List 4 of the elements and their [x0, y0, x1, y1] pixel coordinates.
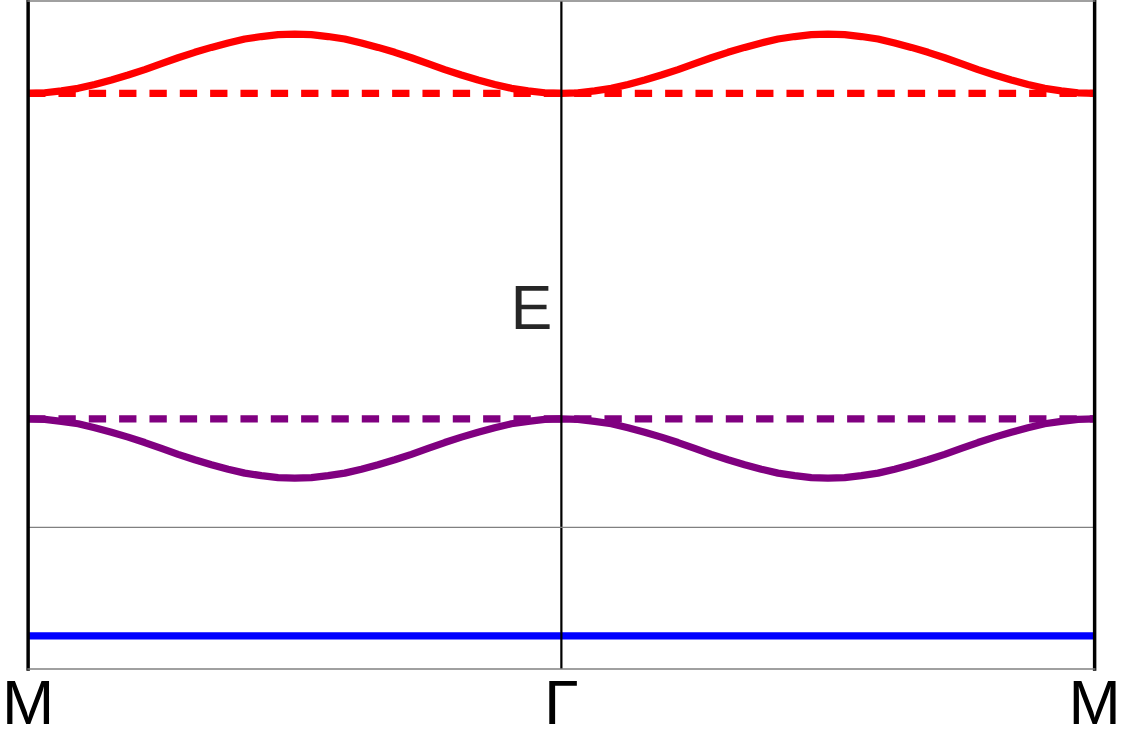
- x-tick-label: M: [7, 681, 50, 725]
- x-tick-label: M: [1073, 681, 1116, 725]
- y-axis-title: E: [515, 286, 550, 330]
- x-tick-label: Γ: [549, 680, 577, 724]
